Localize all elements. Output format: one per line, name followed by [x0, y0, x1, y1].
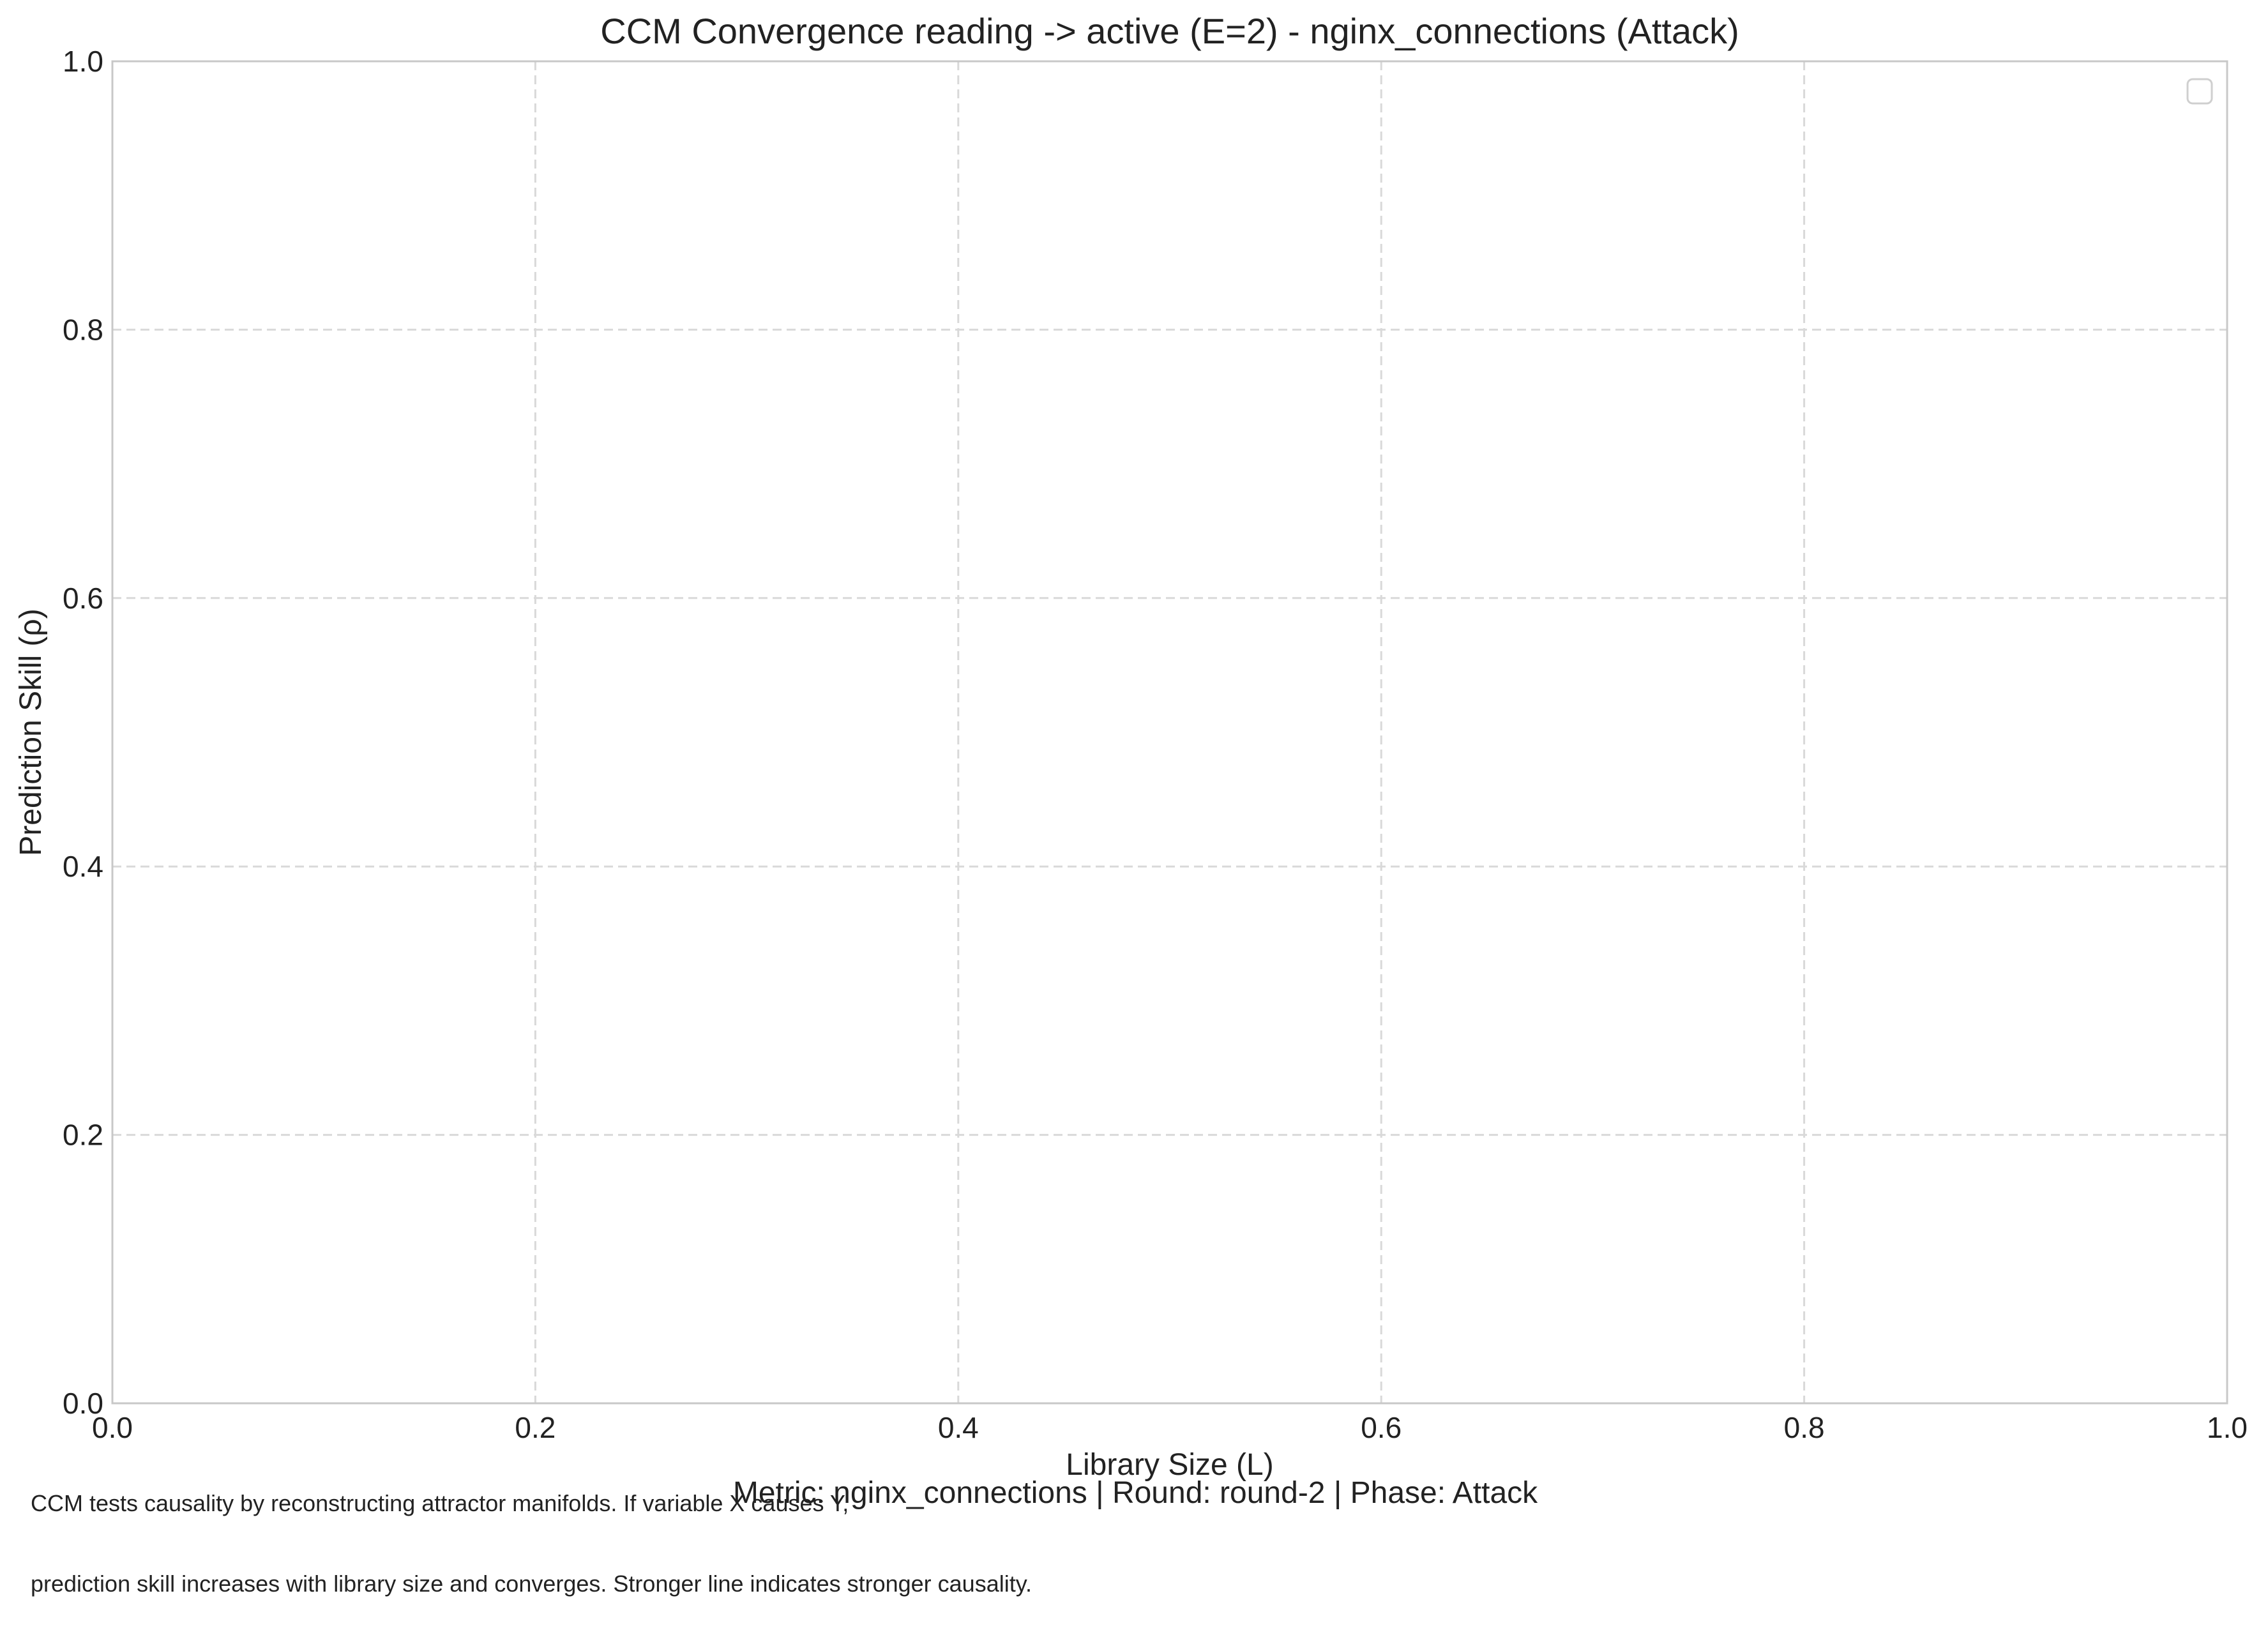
x-tick-label: 0.4	[938, 1411, 979, 1444]
x-tick-label: 0.6	[1361, 1411, 1402, 1444]
x-axis-ticks: 0.0 0.2 0.4 0.6 0.8 1.0	[92, 1411, 2248, 1444]
y-tick-label: 0.2	[63, 1119, 103, 1152]
x-tick-label: 0.2	[515, 1411, 556, 1444]
x-tick-label: 0.8	[1784, 1411, 1825, 1444]
chart-annotation: CCM tests causality by reconstructing at…	[31, 1436, 1032, 1651]
grid	[112, 61, 2227, 1403]
y-tick-label: 0.8	[63, 313, 103, 346]
x-tick-label: 1.0	[2207, 1411, 2248, 1444]
y-tick-label: 1.0	[63, 45, 103, 78]
chart: 0.0 0.2 0.4 0.6 0.8 1.0 0.0 0.2 0.4 0.6 0.8 1.0 CC…	[14, 11, 2248, 1597]
y-tick-label: 0.4	[63, 850, 103, 883]
chart-title: CCM Convergence reading -> active (E=2) …	[600, 11, 1739, 51]
x-tick-label: 0.0	[92, 1411, 133, 1444]
annotation-line-1: CCM tests causality by reconstructing at…	[31, 1490, 849, 1516]
y-tick-label: 0.0	[63, 1387, 103, 1420]
x-axis-label: Library Size (L)	[1066, 1448, 1273, 1482]
y-axis-ticks: 0.0 0.2 0.4 0.6 0.8 1.0	[63, 45, 103, 1420]
chart-svg: 0.0 0.2 0.4 0.6 0.8 1.0 0.0 0.2 0.4 0.6 0.8 1.0 CC…	[14, 11, 2248, 1510]
y-axis-label: Prediction Skill (ρ)	[14, 608, 48, 856]
chart-subtitle: Metric: nginx_connections | Round: round…	[733, 1476, 1538, 1510]
y-tick-label: 0.6	[63, 582, 103, 615]
plot-frame	[111, 60, 2228, 1405]
legend-box	[2186, 78, 2213, 105]
annotation-line-2: prediction skill increases with library …	[31, 1571, 1032, 1597]
